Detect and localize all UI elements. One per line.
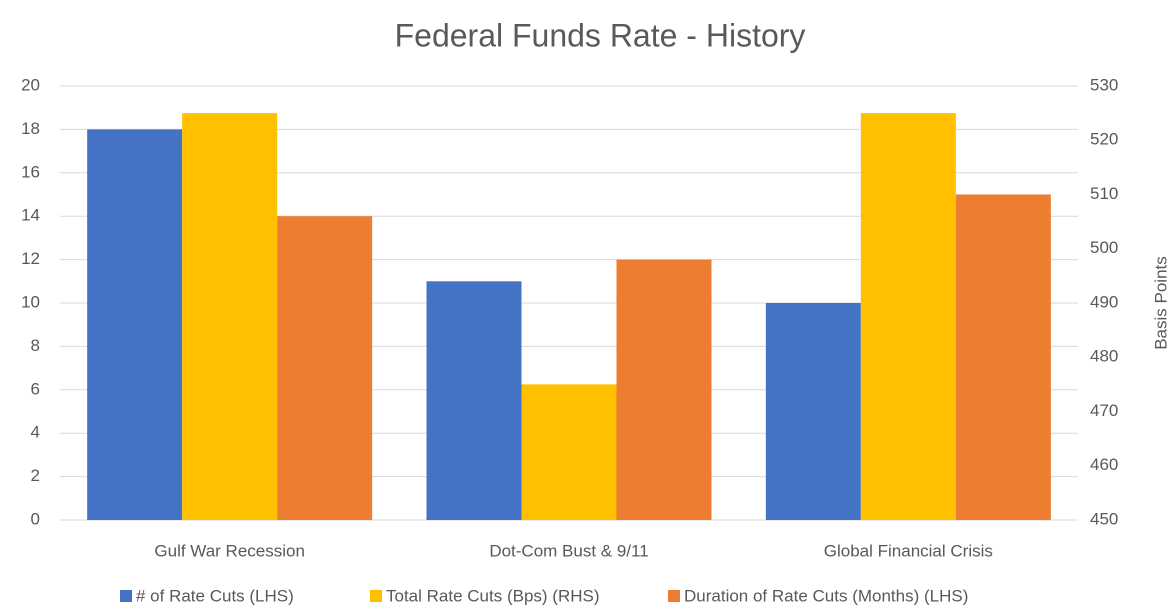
legend-label: # of Rate Cuts (LHS) [136,586,294,605]
x-tick-label: Global Financial Crisis [824,541,993,560]
y2-tick-label: 530 [1090,75,1118,94]
y2-tick-label: 450 [1090,509,1118,528]
y-tick-label: 18 [21,119,40,138]
x-tick-label: Gulf War Recession [154,541,305,560]
y2-axis-label: Basis Points [1151,256,1170,350]
bar [860,113,956,520]
chart-title: Federal Funds Rate - History [395,17,806,53]
legend-swatch [668,590,680,602]
y-tick-label: 8 [31,336,40,355]
y-tick-label: 14 [21,206,40,225]
bar [277,216,373,520]
y2-tick-label: 460 [1090,455,1118,474]
y-tick-label: 2 [31,466,40,485]
bar [87,129,183,520]
bar [616,259,712,520]
legend-label: Total Rate Cuts (Bps) (RHS) [386,586,600,605]
y-tick-label: 0 [31,509,40,528]
bar [426,281,522,520]
legend-swatch [370,590,382,602]
bar [182,113,278,520]
y-tick-label: 6 [31,379,40,398]
y2-tick-label: 470 [1090,401,1118,420]
y2-tick-label: 490 [1090,292,1118,311]
y-tick-label: 12 [21,249,40,268]
x-tick-label: Dot-Com Bust & 9/11 [489,541,648,560]
legend-swatch [120,590,132,602]
legend-label: Duration of Rate Cuts (Months) (LHS) [684,586,968,605]
bar [521,384,617,520]
y-tick-label: 20 [21,75,40,94]
y-tick-label: 4 [31,423,40,442]
y-tick-label: 10 [21,292,40,311]
y2-tick-label: 500 [1090,238,1118,257]
y2-tick-label: 510 [1090,184,1118,203]
y2-tick-label: 480 [1090,347,1118,366]
y2-tick-label: 520 [1090,130,1118,149]
bar [765,303,861,520]
bar [955,194,1051,520]
y-tick-label: 16 [21,162,40,181]
